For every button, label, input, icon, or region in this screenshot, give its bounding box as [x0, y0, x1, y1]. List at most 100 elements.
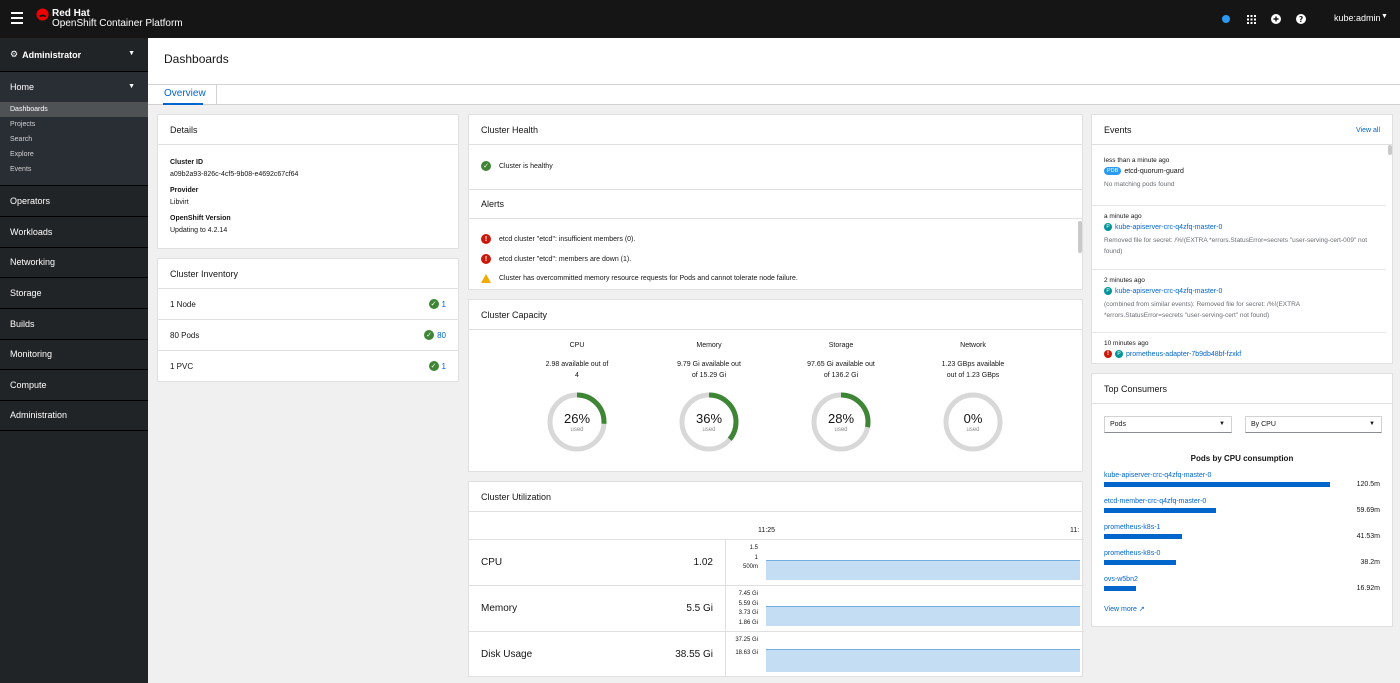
events-scrollbar[interactable]	[1388, 145, 1392, 155]
alert-item[interactable]: Cluster has overcommitted memory resourc…	[481, 274, 798, 283]
chevron-down-icon[interactable]: ▼	[1381, 13, 1388, 20]
consumer-value: 59.69m	[1356, 507, 1380, 514]
event-divider	[1092, 269, 1386, 270]
app-launcher-icon[interactable]	[1245, 13, 1257, 25]
event-resource[interactable]: etcd-quorum-guard	[1124, 167, 1184, 175]
tab-overview[interactable]: Overview	[164, 88, 206, 99]
brand-name: Red Hat	[52, 8, 90, 19]
health-card: Cluster Health ✓ Cluster is healthy Aler…	[468, 114, 1083, 290]
svg-text:?: ?	[1299, 15, 1303, 24]
consumer-name[interactable]: ovs-w5bn2	[1104, 576, 1138, 583]
inventory-count[interactable]: 1	[441, 299, 446, 309]
time-end-label: 11:	[1070, 527, 1080, 534]
consumer-name[interactable]: kube-apiserver-crc-q4zfq-master-0	[1104, 472, 1212, 479]
sidebar-item-compute[interactable]: Compute	[0, 370, 148, 401]
alerts-scrollbar[interactable]	[1078, 221, 1082, 253]
capacity-available: 9.79 Gi available out	[677, 361, 741, 368]
alerts-title: Alerts	[469, 189, 1082, 219]
consumer-sort-select[interactable]: By CPU ▼	[1245, 416, 1382, 433]
utilization-name: CPU	[481, 557, 503, 568]
tab-separator	[216, 85, 217, 104]
event-time: a minute ago	[1104, 213, 1142, 220]
sidebar-item-builds[interactable]: Builds	[0, 309, 148, 340]
donut-track	[943, 392, 1003, 452]
y-tick-label: 3.73 Gi	[738, 610, 758, 616]
capacity-donut[interactable]: 26% used	[545, 390, 609, 454]
add-icon[interactable]	[1270, 13, 1282, 25]
version-label: OpenShift Version	[170, 215, 231, 222]
sidebar-item-monitoring[interactable]: Monitoring	[0, 339, 148, 370]
help-icon[interactable]: ?	[1295, 13, 1307, 25]
alert-text: etcd cluster "etcd": insufficient member…	[499, 235, 636, 243]
time-start-label: 11:25	[758, 527, 775, 534]
nav-home-toggle[interactable]: Home ▼	[0, 72, 148, 102]
utilization-chart[interactable]: 1.5 1 500m	[725, 539, 1084, 585]
user-menu[interactable]: kube:admin	[1334, 13, 1381, 23]
capacity-available: 2.98 available out of	[545, 361, 609, 368]
sidebar-item-networking[interactable]: Networking	[0, 247, 148, 278]
consumer-name[interactable]: prometheus-k8s-0	[1104, 550, 1161, 557]
consumer-bar	[1104, 586, 1136, 591]
sidebar-item-events[interactable]: Events	[10, 166, 32, 173]
health-title: Cluster Health	[469, 115, 1082, 145]
utilization-row-cpu: CPU 1.02	[469, 539, 725, 585]
event-resource[interactable]: kube-apiserver-crc-q4zfq-master-0	[1115, 223, 1223, 231]
consumer-name[interactable]: etcd-member-crc-q4zfq-master-0	[1104, 498, 1207, 505]
alert-item[interactable]: ! etcd cluster "etcd": members are down …	[481, 254, 631, 264]
event-message: Removed file for secret: /%!(EXTRA *erro…	[1104, 237, 1368, 255]
sidebar-item-operators[interactable]: Operators	[0, 186, 148, 217]
inventory-label: 80 Pods	[170, 330, 200, 340]
inventory-row-pods[interactable]: 80 Pods ✓ 80	[158, 320, 458, 351]
inventory-count[interactable]: 1	[441, 361, 446, 371]
view-all-link[interactable]: View all	[1356, 127, 1380, 134]
perspective-switcher[interactable]: ⚙ Administrator ▼	[0, 38, 148, 72]
consumer-item: prometheus-k8s-0 38.2m	[1104, 550, 1380, 572]
sidebar-item-storage[interactable]: Storage	[0, 278, 148, 309]
version-value: Updating to 4.2.14	[170, 227, 228, 234]
chevron-down-icon: ▼	[1219, 421, 1225, 427]
consumer-type-select[interactable]: Pods ▼	[1104, 416, 1232, 433]
event-resource[interactable]: prometheus-adapter-7b9db48bf-fzxkf	[1126, 350, 1242, 358]
consumer-item: etcd-member-crc-q4zfq-master-0 59.69m	[1104, 498, 1380, 520]
inventory-count[interactable]: 80	[437, 330, 446, 340]
check-icon: ✓	[481, 161, 491, 171]
events-title-text: Events	[1104, 124, 1132, 135]
consumer-bar	[1104, 534, 1182, 539]
consumer-name[interactable]: prometheus-k8s-1	[1104, 524, 1161, 531]
event-divider	[1092, 332, 1386, 333]
events-title: Events	[1092, 115, 1392, 145]
sidebar-item-workloads[interactable]: Workloads	[0, 217, 148, 248]
capacity-donut[interactable]: 28% used	[809, 390, 873, 454]
sidebar-item-administration[interactable]: Administration	[0, 400, 148, 431]
capacity-used-label: used	[966, 427, 980, 433]
sidebar-item-explore[interactable]: Explore	[10, 151, 34, 158]
capacity-donut[interactable]: 36% used	[677, 390, 741, 454]
provider-label: Provider	[170, 187, 199, 194]
event-item[interactable]: less than a minute ago PDB etcd-quorum-gua…	[1104, 157, 1380, 190]
perspective-label: Administrator	[22, 49, 82, 60]
sidebar-item-dashboards[interactable]: Dashboards	[0, 102, 148, 117]
cluster-id-value: a09b2a93-826c-4cf5-9b08-e4692c67cf64	[170, 171, 299, 178]
inventory-row-nodes[interactable]: 1 Node ✓ 1	[158, 289, 458, 320]
view-more-link[interactable]: View more ↗	[1104, 605, 1145, 613]
sidebar-item-search[interactable]: Search	[10, 136, 33, 143]
y-tick-label: 1.5	[749, 545, 758, 551]
utilization-title: Cluster Utilization	[469, 482, 1082, 512]
consumer-item: kube-apiserver-crc-q4zfq-master-0 120.5m	[1104, 472, 1380, 494]
utilization-chart[interactable]: 7.45 Gi 5.59 Gi 3.73 Gi 1.86 Gi	[725, 585, 1084, 631]
status-indicator-icon[interactable]	[1220, 13, 1232, 25]
consumer-item: prometheus-k8s-1 41.53m	[1104, 524, 1380, 546]
consumer-value: 41.53m	[1356, 533, 1380, 540]
resource-badge-pod: P	[1115, 350, 1123, 358]
utilization-chart[interactable]: 37.25 Gi 18.63 Gi	[725, 631, 1084, 677]
utilization-name: Memory	[481, 603, 518, 614]
event-resource[interactable]: kube-apiserver-crc-q4zfq-master-0	[1115, 287, 1223, 295]
hamburger-menu-icon[interactable]	[11, 11, 23, 25]
alert-item[interactable]: ! etcd cluster "etcd": insufficient memb…	[481, 234, 635, 244]
inventory-row-pvc[interactable]: 1 PVC ✓ 1	[158, 351, 458, 382]
capacity-donut[interactable]: 0% used	[941, 390, 1005, 454]
sidebar-item-projects[interactable]: Projects	[10, 121, 36, 128]
